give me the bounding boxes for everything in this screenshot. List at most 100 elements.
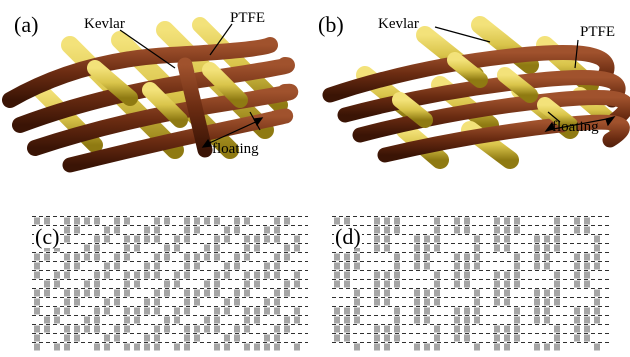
pattern-c-cell [264, 271, 270, 279]
panel-label-a: (a) [14, 12, 39, 37]
pattern-c-cell [294, 244, 300, 252]
pattern-c-cell [274, 307, 280, 315]
pattern-c-cell [214, 343, 220, 351]
pattern-c-cell [244, 289, 250, 297]
pattern-d-cell [344, 334, 350, 342]
pattern-c-cell [204, 253, 210, 261]
pattern-c-cell [154, 271, 160, 279]
pattern-c-cell [134, 235, 140, 243]
pattern-d-cell [334, 253, 340, 261]
pattern-c-cell [44, 217, 50, 225]
pattern-c-cell [184, 307, 190, 315]
pattern-d-cell [544, 235, 550, 243]
pattern-c-cell [44, 280, 50, 288]
pattern-d-cell [344, 280, 350, 288]
pattern-c-cell [34, 343, 40, 351]
pattern-d-cell [504, 271, 510, 279]
pattern-c-cell [54, 307, 60, 315]
pattern-c-cell [224, 262, 230, 270]
pattern-d-cell [494, 343, 500, 351]
pattern-d-cell [474, 235, 480, 243]
pattern-c-cell [184, 271, 190, 279]
pattern-c-cell [194, 217, 200, 225]
pattern-c-cell [34, 271, 40, 279]
ptfe-label-a: PTFE [230, 10, 266, 26]
pattern-c-cell [64, 217, 70, 225]
pattern-d-cell [374, 226, 380, 234]
pattern-d-cell [374, 343, 380, 351]
pattern-d-cell [384, 325, 390, 333]
pattern-c-cell [44, 316, 50, 324]
pattern-c-cell [204, 289, 210, 297]
pattern-d-cell [504, 226, 510, 234]
pattern-c-cell [224, 298, 230, 306]
pattern-c-cell [34, 289, 40, 297]
panel-label-d: (d) [334, 224, 362, 249]
pattern-d-cell [394, 262, 400, 270]
pattern-d-cell [504, 325, 510, 333]
pattern-c-cell [124, 271, 130, 279]
pattern-d-cell [504, 289, 510, 297]
pattern-c-cell [104, 307, 110, 315]
pattern-d-cell [574, 217, 580, 225]
pattern-d-cell [554, 244, 560, 252]
pattern-d-cell [334, 325, 340, 333]
pattern-d-cell [464, 262, 470, 270]
pattern-c-cell [74, 334, 80, 342]
pattern-d-cell [554, 325, 560, 333]
pattern-c-cell [234, 217, 240, 225]
pattern-c-cell [244, 235, 250, 243]
kevlar-label-a: Kevlar [84, 16, 125, 32]
pattern-c-cell [164, 280, 170, 288]
pattern-d-cell [514, 307, 520, 315]
pattern-d-cell [594, 343, 600, 351]
pattern-d-cell [494, 217, 500, 225]
pattern-c-cell [54, 271, 60, 279]
pattern-c-cell [64, 334, 70, 342]
pattern-d-cell [424, 343, 430, 351]
pattern-d-cell [454, 262, 460, 270]
pattern-c-cell [284, 316, 290, 324]
pattern-c-cell [84, 316, 90, 324]
pattern-c-cell [84, 289, 90, 297]
pattern-c-cell [164, 217, 170, 225]
pattern-c-cell [124, 316, 130, 324]
pattern-c-cell [144, 226, 150, 234]
pattern-d-cell [574, 226, 580, 234]
pattern-d-cell [504, 235, 510, 243]
pattern-c-cell [184, 253, 190, 261]
pattern-c-cell [214, 271, 220, 279]
pattern-c-cell [44, 244, 50, 252]
pattern-d-cell [474, 262, 480, 270]
pattern-c-cell [154, 334, 160, 342]
pattern-d-cell [594, 307, 600, 315]
pattern-d-cell [574, 280, 580, 288]
pattern-d-cell [554, 226, 560, 234]
pattern-d-cell [334, 316, 340, 324]
pattern-c-cell [264, 262, 270, 270]
pattern-c-cell [54, 244, 60, 252]
pattern-d-cell [514, 217, 520, 225]
pattern-c-cell [34, 307, 40, 315]
pattern-c-cell [184, 235, 190, 243]
pattern-d-cell [334, 262, 340, 270]
pattern-d-cell [544, 298, 550, 306]
pattern-c-cell [74, 217, 80, 225]
pattern-d-cell [584, 262, 590, 270]
pattern-c-cell [294, 280, 300, 288]
pattern-d-cell [434, 280, 440, 288]
pattern-d-cell [504, 244, 510, 252]
pattern-d-cell [394, 334, 400, 342]
pattern-d-cell [534, 244, 540, 252]
pattern-d-cell [574, 262, 580, 270]
pattern-c-cell [74, 262, 80, 270]
pattern-c-cell [114, 289, 120, 297]
pattern-d-cell [344, 325, 350, 333]
pattern-d-cell [384, 226, 390, 234]
pattern-c-cell [274, 289, 280, 297]
pattern-c-cell [44, 289, 50, 297]
pattern-d-cell [584, 325, 590, 333]
pattern-d-cell [514, 262, 520, 270]
pattern-d-cell [574, 334, 580, 342]
pattern-c-cell [64, 298, 70, 306]
